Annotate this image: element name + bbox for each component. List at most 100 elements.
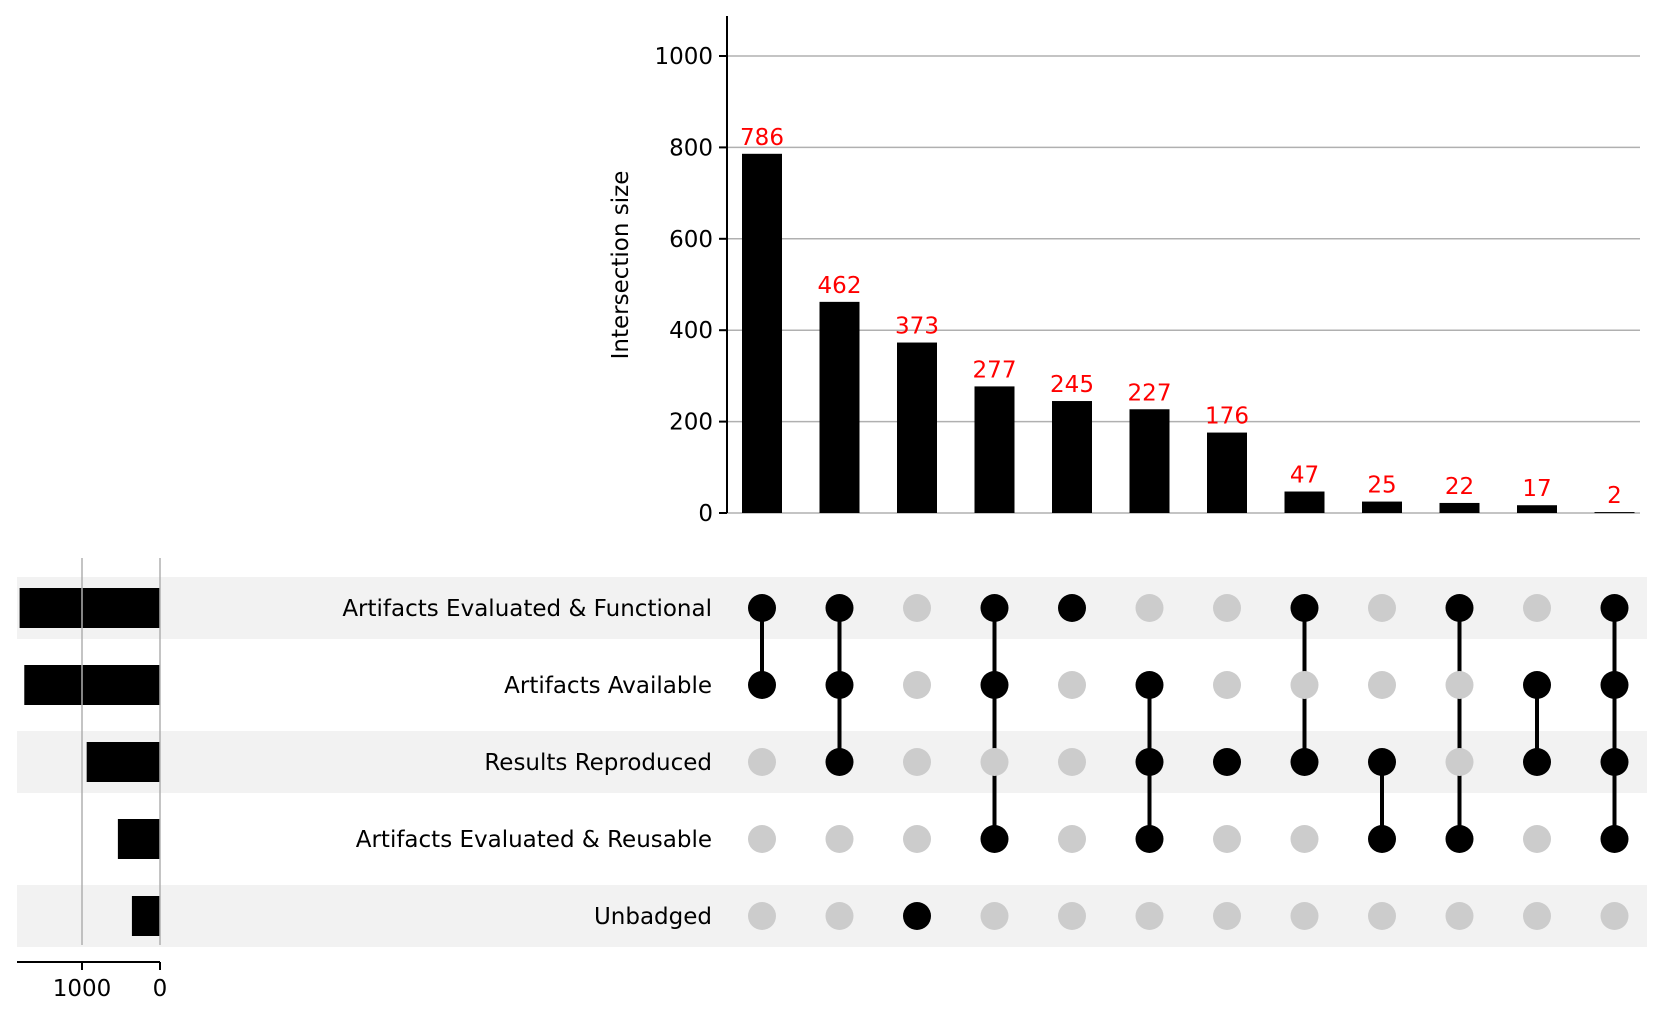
- membership-dot-active: [1135, 671, 1164, 699]
- intersection-value-label: 227: [1128, 380, 1172, 406]
- membership-dot-active: [1213, 748, 1241, 776]
- y-axis-label: Intersection size: [608, 171, 634, 360]
- intersection-value-label: 2: [1607, 483, 1622, 509]
- set-size-bar: [131, 896, 160, 936]
- intersection-value-label: 47: [1290, 463, 1319, 489]
- intersection-value-label: 176: [1205, 404, 1249, 430]
- membership-dot-active: [1445, 594, 1474, 622]
- membership-dot-active: [1135, 748, 1164, 776]
- intersection-value-label: 25: [1367, 473, 1396, 499]
- set-axis-tick-label: 0: [153, 976, 168, 1002]
- membership-dot-inactive: [980, 902, 1009, 930]
- y-tick-label: 1000: [654, 44, 713, 70]
- membership-dot-inactive: [825, 902, 854, 930]
- membership-dot-active: [1290, 748, 1319, 776]
- membership-dot-inactive: [1445, 902, 1474, 930]
- intersection-value-label: 245: [1050, 372, 1094, 398]
- intersection-bar: [1207, 432, 1247, 513]
- intersection-value-label: 22: [1445, 474, 1474, 500]
- membership-dot-inactive: [1290, 671, 1319, 699]
- intersection-bar: [1439, 502, 1480, 513]
- membership-dot-inactive: [1523, 902, 1551, 930]
- membership-dot-active: [825, 748, 854, 776]
- membership-dot-inactive: [825, 825, 854, 853]
- membership-dot-inactive: [748, 748, 776, 776]
- membership-dot-active: [980, 594, 1009, 622]
- membership-dot-active: [1368, 748, 1396, 776]
- membership-dot-inactive: [1523, 825, 1551, 853]
- membership-dot-active: [1523, 748, 1551, 776]
- set-label: Artifacts Evaluated & Reusable: [356, 827, 712, 853]
- y-tick-label: 800: [669, 135, 713, 161]
- y-tick-label: 400: [669, 318, 713, 344]
- membership-dot-inactive: [903, 594, 931, 622]
- set-axis-tick-label: 1000: [53, 976, 112, 1002]
- membership-dot-inactive: [748, 902, 776, 930]
- set-label: Artifacts Evaluated & Functional: [342, 596, 712, 622]
- set-size-axis: 1000 0: [17, 558, 167, 1002]
- set-size-bar: [117, 819, 160, 859]
- membership-dot-inactive: [1445, 671, 1474, 699]
- membership-dot-inactive: [1213, 671, 1241, 699]
- membership-dot-active: [1135, 825, 1164, 853]
- membership-dot-active: [1290, 594, 1319, 622]
- membership-dot-active: [1368, 825, 1396, 853]
- membership-dot-inactive: [1058, 825, 1086, 853]
- membership-dot-inactive: [903, 671, 931, 699]
- membership-dot-active: [1600, 594, 1629, 622]
- membership-dot-active: [1445, 825, 1474, 853]
- intersection-value-label: 462: [818, 273, 862, 299]
- membership-dot-active: [748, 671, 776, 699]
- intersection-bar: [1517, 505, 1557, 513]
- intersection-bars: [742, 153, 1635, 514]
- intersection-value-label: 277: [973, 357, 1017, 383]
- membership-dot-inactive: [1368, 594, 1396, 622]
- membership-dot-inactive: [1058, 671, 1086, 699]
- intersection-bar: [1594, 512, 1635, 514]
- intersection-bar: [897, 342, 937, 513]
- set-label: Results Reproduced: [484, 750, 712, 776]
- intersection-value-label: 17: [1522, 476, 1551, 502]
- membership-dot-inactive: [1135, 902, 1164, 930]
- y-tick-label: 600: [669, 227, 713, 253]
- membership-dot-inactive: [1058, 748, 1086, 776]
- membership-dot-inactive: [1368, 902, 1396, 930]
- membership-dot-active: [1600, 748, 1629, 776]
- intersection-bar: [742, 153, 782, 513]
- set-labels: Artifacts Evaluated & Functional Artifact…: [342, 596, 712, 930]
- membership-dot-inactive: [1058, 902, 1086, 930]
- set-size-bars: [19, 588, 161, 936]
- membership-dot-active: [903, 902, 931, 930]
- intersection-value-label: 373: [895, 314, 939, 340]
- membership-dot-inactive: [1290, 825, 1319, 853]
- membership-dot-active: [1600, 825, 1629, 853]
- membership-dot-active: [1600, 671, 1629, 699]
- intersection-gridlines: [727, 55, 1640, 514]
- intersection-value-labels: 786 462 373 277 245 227 176 47 25 22 17 2: [740, 125, 1622, 509]
- membership-dot-active: [980, 671, 1009, 699]
- membership-dot-active: [1058, 594, 1086, 622]
- membership-dot-inactive: [1135, 594, 1164, 622]
- membership-dot-active: [1523, 671, 1551, 699]
- membership-dot-inactive: [980, 748, 1009, 776]
- intersection-bar: [1129, 409, 1170, 513]
- membership-dot-active: [980, 825, 1009, 853]
- set-size-bar: [24, 665, 161, 705]
- membership-dot-inactive: [1445, 748, 1474, 776]
- membership-dot-inactive: [1368, 671, 1396, 699]
- y-tick-label: 200: [669, 410, 713, 436]
- intersection-bar: [819, 301, 860, 513]
- membership-dot-inactive: [1600, 902, 1629, 930]
- membership-dot-active: [825, 594, 854, 622]
- membership-dot-inactive: [903, 748, 931, 776]
- membership-dot-inactive: [1523, 594, 1551, 622]
- membership-dot-inactive: [1290, 902, 1319, 930]
- intersection-y-axis: 0 200 400 600 800 1000: [654, 16, 728, 527]
- membership-dot-active: [748, 594, 776, 622]
- set-label: Artifacts Available: [504, 673, 712, 699]
- membership-dot-inactive: [903, 825, 931, 853]
- membership-dot-inactive: [1213, 825, 1241, 853]
- set-size-bar: [19, 588, 160, 628]
- set-size-bar: [86, 742, 160, 782]
